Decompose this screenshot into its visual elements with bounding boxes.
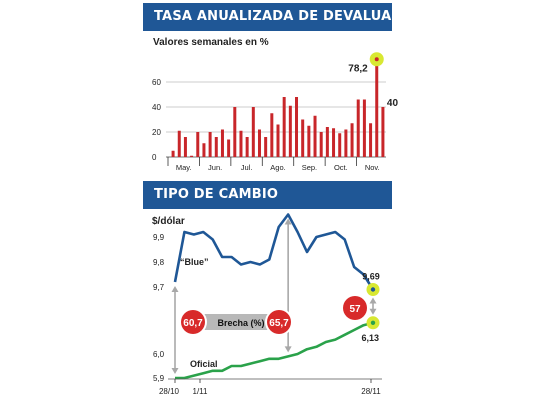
- bar: [257, 129, 261, 157]
- bar: [381, 107, 385, 157]
- brecha-arrow-start-head-top: [171, 286, 179, 292]
- bar: [171, 150, 175, 157]
- peak-value-label: 78,2: [348, 63, 368, 74]
- official-series-label: Oficial: [190, 359, 218, 369]
- bar: [301, 119, 305, 157]
- blue-series-label: “Blue”: [180, 257, 209, 267]
- brecha-peak-bubble-value: 65,7: [269, 318, 289, 329]
- brecha-peak-bubble-circle: [267, 310, 291, 334]
- month-label: Sep.: [302, 163, 317, 172]
- line-y-tick-label: 9,8: [153, 258, 165, 267]
- line-series: “Blue” Oficial 9,69 6,13: [173, 213, 380, 380]
- exchange-rate-header: TIPO DE CAMBIO: [143, 181, 392, 209]
- bar: [362, 99, 366, 157]
- blue-end-value: 9,69: [362, 272, 380, 282]
- line-y-ticks: 9,9 9,8 9,7 6,0 5,9: [153, 233, 165, 383]
- month-labels: May. Jun. Jul. Ago. Sep. Oct. Nov.: [167, 157, 380, 172]
- bar: [276, 124, 280, 157]
- bar: [239, 130, 243, 157]
- line-x-ticks: 28/10 1/11 28/11: [159, 378, 382, 396]
- month-label: Nov.: [365, 163, 380, 172]
- bar: [196, 132, 200, 157]
- last-value-label: 40: [387, 98, 399, 109]
- brecha-start-bubble-circle: [181, 310, 205, 334]
- bar: [208, 132, 212, 157]
- bar: [350, 123, 354, 157]
- brecha-start-bubble-value: 60,7: [183, 318, 203, 329]
- bar: [177, 130, 181, 157]
- bar: [332, 128, 336, 157]
- bar: [202, 143, 206, 157]
- month-label: Ago.: [270, 163, 285, 172]
- bar: [356, 99, 360, 157]
- official-end-dot: [370, 320, 376, 325]
- bar: [214, 137, 218, 157]
- month-label: Jun.: [208, 163, 222, 172]
- brecha-label: Brecha (%): [217, 318, 264, 328]
- line-y-tick-label: 5,9: [153, 374, 165, 383]
- line-y-tick-label: 9,9: [153, 233, 165, 242]
- bar: [227, 139, 231, 157]
- line-x-tick-label: 1/11: [193, 387, 209, 396]
- bar: [251, 107, 255, 157]
- bar: [245, 137, 249, 157]
- bar: [319, 132, 323, 157]
- bar: [288, 105, 292, 157]
- exchange-rate-panel: [143, 181, 392, 403]
- bar-annotations: 78,2 40: [348, 52, 398, 109]
- brecha-arrow-peak-head-top: [284, 218, 292, 225]
- blue-end-dot: [370, 287, 376, 292]
- bar-series: [171, 59, 385, 157]
- brecha-end-bubble-value: 57: [349, 304, 361, 315]
- bar: [338, 133, 342, 157]
- bar-y-tick-label: 60: [152, 78, 161, 87]
- line-y-tick-label: 9,7: [153, 283, 165, 292]
- bar: [369, 123, 373, 157]
- month-label: Jul.: [241, 163, 253, 172]
- brecha-end-bubble-circle: [343, 296, 367, 320]
- official-rate-line: [175, 321, 374, 380]
- bar: [270, 113, 274, 157]
- bar: [344, 129, 348, 157]
- peak-dot: [374, 57, 379, 62]
- bar: [233, 107, 237, 157]
- brecha-arrow-peak-head-bottom: [284, 346, 292, 353]
- brecha-arrow-end-head-top: [369, 297, 377, 304]
- bar: [307, 125, 311, 157]
- bar-y-tick-label: 40: [152, 103, 161, 112]
- line-y-tick-label: 6,0: [153, 350, 165, 359]
- bar: [220, 129, 224, 157]
- brecha-arrow-end-head-bottom: [369, 308, 377, 315]
- month-label: May.: [176, 163, 192, 172]
- devaluation-header: TASA ANUALIZADA DE DEVALUACIÓN: [143, 3, 392, 31]
- bar: [183, 137, 187, 157]
- bar: [264, 137, 268, 157]
- line-x-tick-label: 28/11: [361, 387, 381, 396]
- devaluation-subtitle: Valores semanales en %: [153, 37, 269, 48]
- line-x-tick-label: 28/10: [159, 387, 180, 396]
- bar: [375, 59, 379, 157]
- bar: [295, 97, 299, 157]
- bar: [313, 115, 317, 157]
- exchange-y-label: $/dólar: [152, 216, 185, 227]
- month-label: Oct.: [334, 163, 348, 172]
- brecha-group: Brecha (%) 60,7 65,7 57: [179, 294, 369, 336]
- brecha-arrow-start-head-bottom: [171, 368, 179, 374]
- blue-rate-line: [173, 213, 375, 291]
- bar: [282, 97, 286, 157]
- bar-y-tick-label: 0: [152, 153, 157, 162]
- bar: [190, 155, 194, 157]
- brecha-pill: [195, 314, 287, 330]
- official-end-value: 6,13: [361, 333, 379, 343]
- bar-y-tick-label: 20: [152, 128, 161, 137]
- bar: [325, 127, 329, 157]
- bar-y-ticks: 0 20 40 60: [152, 78, 161, 162]
